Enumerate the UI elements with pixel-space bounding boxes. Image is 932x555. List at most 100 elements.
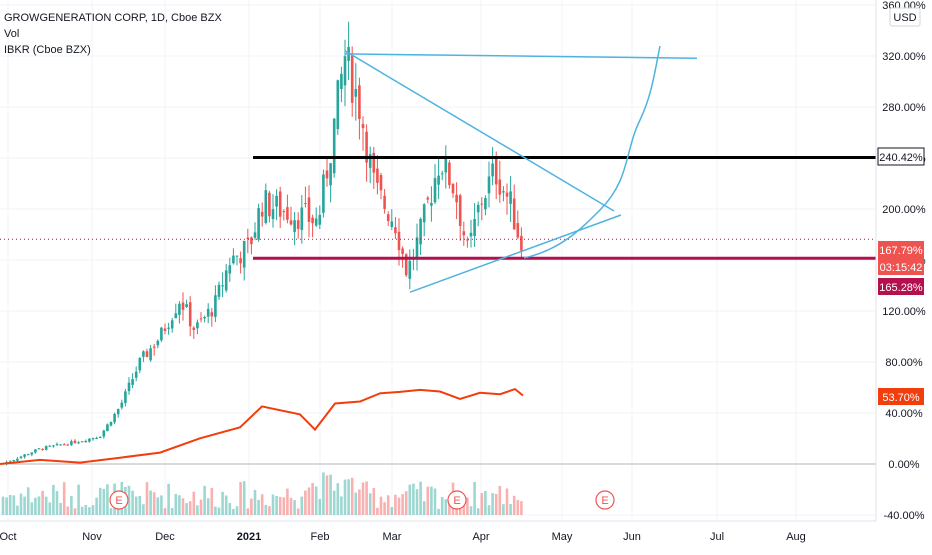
candle-body [289,220,293,225]
y-tick-label: 0.00% [888,459,919,471]
volume-bar [196,505,199,515]
candle-body [188,302,192,327]
candle-body [498,179,502,195]
earnings-marker[interactable]: E [447,490,467,510]
volume-bar [278,496,282,515]
candle-body [264,190,268,224]
candle-body [80,441,84,443]
candle-body [152,346,156,348]
symbol-title[interactable]: GROWGENERATION CORP, 1D, Cboe BZX [4,12,222,24]
volume-bar [131,490,134,515]
price-label-text: 165.28% [879,282,923,294]
volume-bar [52,484,55,515]
candle-body [509,191,512,204]
candle-body [304,203,307,205]
x-tick-label: Oct [0,531,17,543]
volume-bar [163,508,167,515]
candle-body [397,231,401,251]
volume-bar [480,493,484,515]
volume-bar [365,481,368,515]
candle-body [372,152,376,173]
volume-bar [37,496,41,515]
volume-bar [296,508,300,515]
volume-bar [458,507,462,515]
candle-body [174,313,178,319]
volume-bar [469,506,473,515]
volume-bar [188,501,192,515]
volume-bar [170,508,174,515]
candle-body [160,327,163,341]
candle-body [343,56,347,86]
candle-body [408,260,412,279]
volume-bar [516,500,520,515]
candle-body [275,195,278,207]
volume-bar [30,502,34,515]
earnings-marker[interactable]: E [109,490,129,510]
volume-bar [102,488,106,515]
volume-bar [221,491,224,515]
volume-bar [361,482,365,515]
volume-legend-label[interactable]: Vol [4,28,20,40]
volume-bar [422,501,426,515]
volume-bar [401,494,404,515]
volume-bar [217,507,221,515]
volume-bar [109,508,113,515]
candle-body [491,163,494,177]
volume-bar [106,484,109,515]
volume-bar [242,481,246,515]
volume-bar [498,485,502,515]
volume-bar [444,499,448,515]
candle-body [120,402,124,408]
x-tick-label: Jun [623,531,641,543]
candle-body [336,80,340,130]
volume-bar [167,483,170,515]
volume-bars [1,472,523,515]
volume-bar [156,497,160,515]
volume-bar [160,495,163,515]
volume-bar [494,493,498,515]
volume-bar [62,482,66,515]
candle-body [368,153,372,168]
volume-bar [322,472,325,515]
candle-body [26,454,30,456]
volume-bar [178,495,181,515]
price-label: 53.70% [878,388,924,405]
volume-bar [134,496,138,515]
volume-bar [138,495,142,515]
candle-body [505,192,509,197]
volume-bar [293,500,296,515]
volume-bar [350,477,354,515]
volume-bar [185,503,188,515]
candle-body [307,197,311,222]
y-tick-label: 40.00% [885,408,923,420]
candle-body [401,248,404,255]
candle-body [98,436,102,438]
volume-bar [379,496,383,515]
volume-bar [127,485,131,515]
price-label: 03:15:42 [878,258,924,275]
volume-bar [426,486,430,515]
compare-legend-label[interactable]: IBKR (Cboe BZX) [4,44,91,56]
volume-bar [512,495,516,515]
candle-body [440,173,444,175]
volume-bar [275,495,278,515]
volume-bar [88,507,91,515]
candle-body [8,461,12,463]
earnings-marker[interactable]: E [595,490,615,510]
triangle-upper-trendline [344,50,615,212]
candle-body [466,239,469,241]
volume-bar [397,497,401,515]
volume-bar [476,508,480,515]
candle-body [217,284,221,297]
volume-bar [48,502,52,515]
price-labels: 240.42% 167.79% 03:15:42 165.28% 53.70% [877,147,925,405]
candle-body [433,178,437,203]
candle-body [448,162,451,186]
x-tick-label: Nov [82,531,102,543]
volume-bar [142,504,145,515]
currency-badge[interactable]: USD [889,7,921,27]
volume-bar [232,508,235,515]
candle-body [260,211,264,217]
candle-body [278,191,282,217]
